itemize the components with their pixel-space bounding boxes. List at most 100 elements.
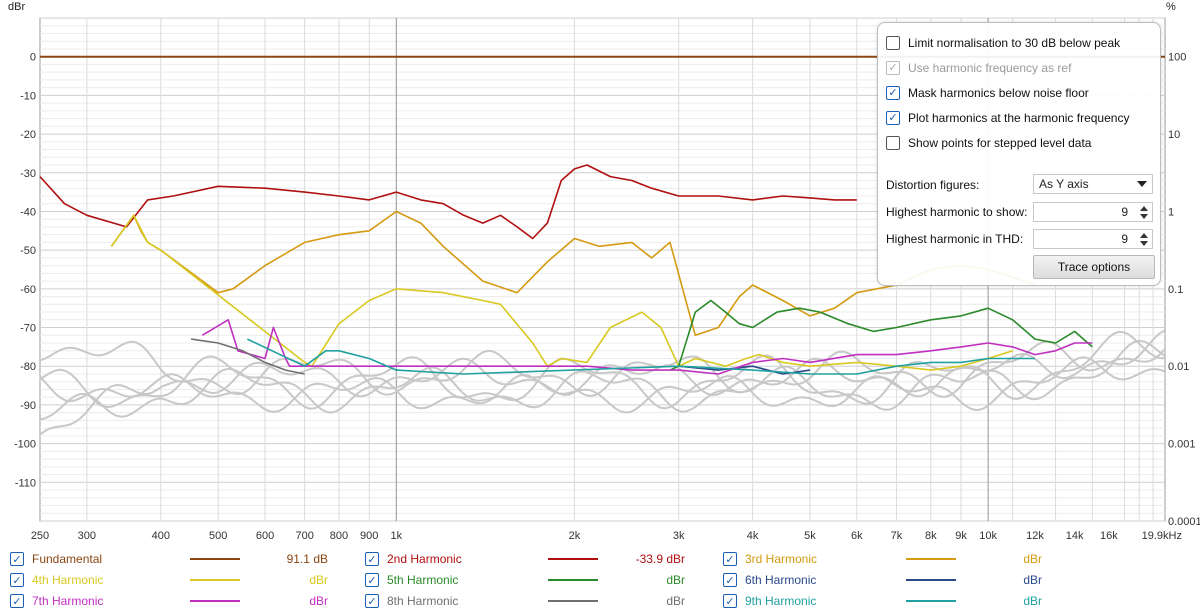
y-tick-label: -100 — [14, 439, 36, 451]
x-tick-label: 600 — [256, 530, 274, 542]
checkbox-checked-icon[interactable]: ✓ — [886, 61, 900, 75]
series-5th-harmonic — [669, 299, 1093, 371]
plot-at-harmonic-freq-option[interactable]: ✓ Plot harmonics at the harmonic frequenc… — [886, 109, 1129, 127]
distortion-figures-select[interactable]: As Y axis — [1033, 174, 1153, 194]
legend-item[interactable]: ✓ 6th Harmonic — [723, 571, 895, 589]
legend-item[interactable]: ✓ 9th Harmonic — [723, 592, 895, 610]
checkbox-icon[interactable] — [886, 136, 900, 150]
y-tick-label: -60 — [20, 284, 36, 296]
legend-line-swatch — [906, 600, 956, 602]
spin-up-icon[interactable] — [1140, 206, 1148, 211]
legend-checkbox-icon[interactable]: ✓ — [365, 552, 379, 566]
use-harmonic-ref-label: Use harmonic frequency as ref — [908, 61, 1072, 75]
y2-axis-unit: % — [1166, 1, 1176, 13]
highest-harmonic-thd-spinner[interactable]: 9 — [1033, 229, 1153, 249]
x-tick-label: 6k — [851, 530, 863, 542]
use-harmonic-ref-option[interactable]: ✓ Use harmonic frequency as ref — [886, 59, 1071, 77]
legend-value: dBr — [1023, 552, 1042, 566]
highest-harmonic-show-label: Highest harmonic to show: — [886, 205, 1028, 219]
show-points-option[interactable]: Show points for stepped level data — [886, 134, 1091, 152]
legend-line-swatch — [906, 579, 956, 581]
legend-value: dBr — [309, 573, 328, 587]
legend-label: 8th Harmonic — [387, 594, 459, 608]
x-tick-label: 4k — [747, 530, 759, 542]
y-tick-label: -70 — [20, 323, 36, 335]
legend-value: dBr — [309, 594, 328, 608]
y-axis-unit: dBr — [8, 1, 26, 13]
legend-item[interactable]: ✓ 8th Harmonic — [365, 592, 537, 610]
legend-line-swatch — [190, 558, 240, 560]
legend-value: dBr — [1023, 573, 1042, 587]
checkbox-checked-icon[interactable]: ✓ — [886, 111, 900, 125]
spin-down-icon[interactable] — [1140, 241, 1148, 246]
y-tick-label: -20 — [20, 129, 36, 141]
x-tick-label: 19.9kHz — [1142, 530, 1182, 542]
y2-tick-label: 0.001 — [1168, 439, 1196, 451]
x-tick-label: 2k — [569, 530, 581, 542]
legend-item[interactable]: ✓ 7th Harmonic — [10, 592, 182, 610]
legend-line-swatch — [548, 579, 598, 581]
y2-tick-label: 0.01 — [1168, 361, 1189, 373]
highest-harmonic-show-spinner[interactable]: 9 — [1033, 202, 1153, 222]
distortion-figures-label: Distortion figures: — [886, 178, 980, 192]
y2-tick-label: 10 — [1168, 129, 1180, 141]
legend-checkbox-icon[interactable]: ✓ — [723, 552, 737, 566]
legend-label: Fundamental — [32, 552, 103, 566]
legend-checkbox-icon[interactable]: ✓ — [10, 594, 24, 608]
legend-label: 5th Harmonic — [387, 573, 459, 587]
legend-item[interactable]: ✓ 5th Harmonic — [365, 571, 537, 589]
distortion-figures-value: As Y axis — [1039, 177, 1089, 191]
y-tick-label: -80 — [20, 361, 36, 373]
y-tick-label: -50 — [20, 245, 36, 257]
legend-checkbox-icon[interactable]: ✓ — [365, 573, 379, 587]
noise-floor-curve — [39, 356, 1166, 414]
legend-label: 6th Harmonic — [745, 573, 817, 587]
y2-tick-label: 0.0001 — [1168, 516, 1200, 528]
spin-down-icon[interactable] — [1140, 214, 1148, 219]
legend-label: 9th Harmonic — [745, 594, 817, 608]
legend-item[interactable]: ✓ 4th Harmonic — [10, 571, 182, 589]
legend-checkbox-icon[interactable]: ✓ — [723, 573, 737, 587]
x-tick-label: 5k — [804, 530, 816, 542]
legend-value: dBr — [1023, 594, 1042, 608]
legend-item[interactable]: ✓ Fundamental — [10, 550, 182, 568]
legend-label: 2nd Harmonic — [387, 552, 462, 566]
legend-line-swatch — [548, 558, 598, 560]
legend-checkbox-icon[interactable]: ✓ — [723, 594, 737, 608]
legend-checkbox-icon[interactable]: ✓ — [10, 573, 24, 587]
legend-line-swatch — [548, 600, 598, 602]
distortion-options-panel: Limit normalisation to 30 dB below peak … — [877, 22, 1161, 286]
legend-value: -33.9 dBr — [635, 552, 685, 566]
trace-options-button[interactable]: Trace options — [1033, 255, 1155, 279]
legend-item[interactable]: ✓ 3rd Harmonic — [723, 550, 895, 568]
series-7th-harmonic — [201, 318, 1093, 375]
limit-normalisation-label: Limit normalisation to 30 dB below peak — [908, 36, 1121, 50]
checkbox-icon[interactable] — [886, 36, 900, 50]
legend-checkbox-icon[interactable]: ✓ — [10, 552, 24, 566]
x-tick-label: 250 — [31, 530, 49, 542]
show-points-label: Show points for stepped level data — [908, 136, 1092, 150]
mask-harmonics-option[interactable]: ✓ Mask harmonics below noise floor — [886, 84, 1089, 102]
series-8th-harmonic — [190, 338, 305, 375]
checkbox-checked-icon[interactable]: ✓ — [886, 86, 900, 100]
noise-floor-curve — [39, 339, 1166, 421]
highest-harmonic-thd-value: 9 — [1121, 232, 1128, 246]
legend-value: 91.1 dB — [286, 552, 328, 566]
mask-harmonics-label: Mask harmonics below noise floor — [908, 86, 1089, 100]
x-tick-label: 3k — [673, 530, 685, 542]
legend-label: 4th Harmonic — [32, 573, 104, 587]
legend-value: dBr — [666, 573, 685, 587]
x-tick-label: 900 — [360, 530, 378, 542]
series-4th-harmonic — [110, 214, 1013, 371]
x-tick-label: 8k — [925, 530, 937, 542]
legend-checkbox-icon[interactable]: ✓ — [365, 594, 379, 608]
limit-normalisation-option[interactable]: Limit normalisation to 30 dB below peak — [886, 34, 1120, 52]
y-tick-label: -40 — [20, 206, 36, 218]
y-tick-label: -10 — [20, 90, 36, 102]
series-9th-harmonic — [246, 338, 1035, 375]
y-tick-label: -110 — [15, 477, 36, 489]
legend-line-swatch — [190, 600, 240, 602]
legend-item[interactable]: ✓ 2nd Harmonic — [365, 550, 537, 568]
x-tick-label: 14k — [1066, 530, 1084, 542]
spin-up-icon[interactable] — [1140, 233, 1148, 238]
